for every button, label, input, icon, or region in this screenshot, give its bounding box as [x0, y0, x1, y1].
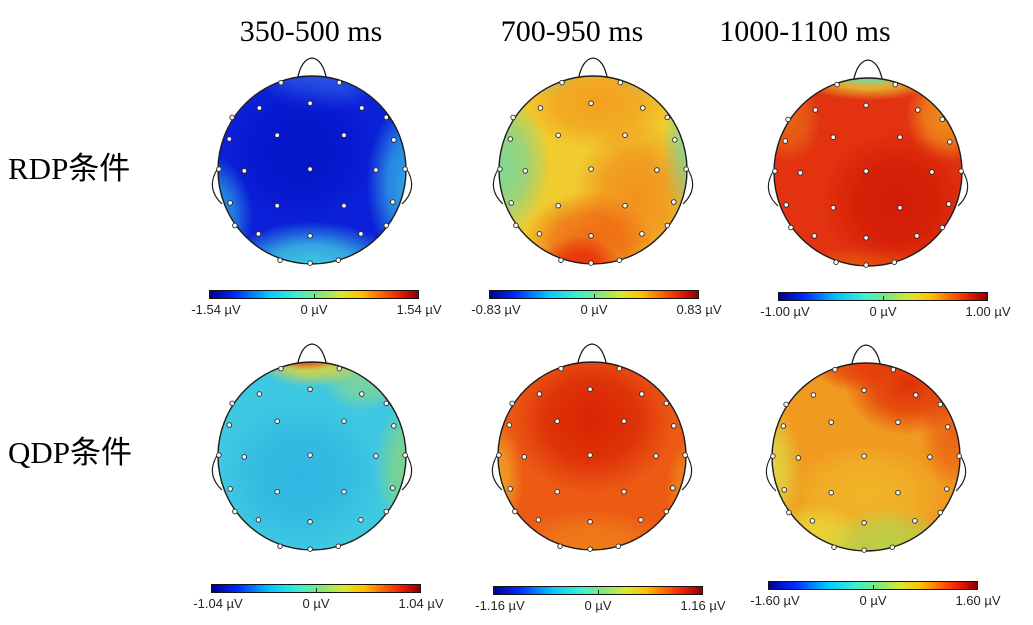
colorbar-gradient — [768, 581, 978, 590]
colorbar-gradient — [211, 584, 421, 593]
colorbar-max-label: 1.16 µV — [680, 598, 726, 613]
left-ear-outline — [492, 167, 504, 205]
colorbar-gradient — [209, 290, 419, 299]
colorbar-gradient — [493, 586, 703, 595]
colorbar-min-label: -1.04 µV — [193, 596, 243, 611]
colorbar-qdp-1000-1100ms: -1.60 µV 0 µV 1.60 µV — [750, 581, 1001, 611]
row-label-rdp-condition: RDP条件 — [8, 151, 131, 186]
colorbar-gradient — [489, 290, 699, 299]
left-ear-outline — [765, 454, 777, 492]
colorbar-qdp-350-500ms: -1.04 µV 0 µV 1.04 µV — [193, 584, 444, 614]
topomap-rdp-1000-1100ms — [758, 50, 978, 286]
colorbar-max-label: 1.54 µV — [396, 302, 442, 317]
colorbar-min-label: -0.83 µV — [471, 302, 521, 317]
colorbar-max-label: 1.60 µV — [955, 593, 1001, 608]
topomap-rdp-700-950ms — [483, 48, 703, 284]
colorbar-min-label: -1.00 µV — [760, 304, 810, 319]
colorbar-qdp-700-950ms: -1.16 µV 0 µV 1.16 µV — [475, 586, 726, 616]
left-ear-outline — [211, 167, 223, 205]
column-title-700-950ms: 700-950 ms — [500, 15, 644, 48]
right-ear-outline — [401, 453, 413, 491]
colorbar-max-label: 1.00 µV — [965, 304, 1011, 319]
topomap-qdp-350-500ms — [202, 334, 422, 570]
nose-outline — [296, 343, 328, 368]
nose-outline — [577, 57, 609, 82]
left-ear-outline — [211, 453, 223, 491]
colorbar-zero-label: 0 µV — [869, 304, 897, 319]
right-ear-outline — [682, 167, 694, 205]
topomap-qdp-700-950ms — [482, 334, 702, 570]
colorbar-min-label: -1.60 µV — [750, 593, 800, 608]
column-title-350-500ms: 350-500 ms — [239, 15, 383, 48]
left-ear-outline — [767, 169, 779, 207]
topomap-rdp-350-500ms — [202, 48, 422, 284]
right-ear-outline — [401, 167, 413, 205]
colorbar-zero-label: 0 µV — [302, 596, 330, 611]
colorbar-min-label: -1.16 µV — [475, 598, 525, 613]
nose-outline — [576, 343, 608, 368]
colorbar-rdp-1000-1100ms: -1.00 µV 0 µV 1.00 µV — [760, 292, 1011, 322]
colorbar-zero-label: 0 µV — [859, 593, 887, 608]
nose-outline — [852, 59, 884, 84]
column-title-1000-1100ms: 1000-1100 ms — [719, 15, 891, 48]
colorbar-zero-label: 0 µV — [584, 598, 612, 613]
colorbar-gradient — [778, 292, 988, 301]
colorbar-max-label: 0.83 µV — [676, 302, 722, 317]
topomap-qdp-1000-1100ms — [756, 335, 976, 571]
colorbar-zero-label: 0 µV — [300, 302, 328, 317]
colorbar-max-label: 1.04 µV — [398, 596, 444, 611]
right-ear-outline — [955, 454, 967, 492]
colorbar-min-label: -1.54 µV — [191, 302, 241, 317]
colorbar-zero-label: 0 µV — [580, 302, 608, 317]
left-ear-outline — [491, 453, 503, 491]
nose-outline — [296, 57, 328, 82]
right-ear-outline — [681, 453, 693, 491]
right-ear-outline — [957, 169, 969, 207]
nose-outline — [850, 344, 882, 369]
colorbar-rdp-350-500ms: -1.54 µV 0 µV 1.54 µV — [191, 290, 442, 320]
colorbar-rdp-700-950ms: -0.83 µV 0 µV 0.83 µV — [471, 290, 722, 320]
row-label-qdp-condition: QDP条件 — [8, 435, 133, 470]
